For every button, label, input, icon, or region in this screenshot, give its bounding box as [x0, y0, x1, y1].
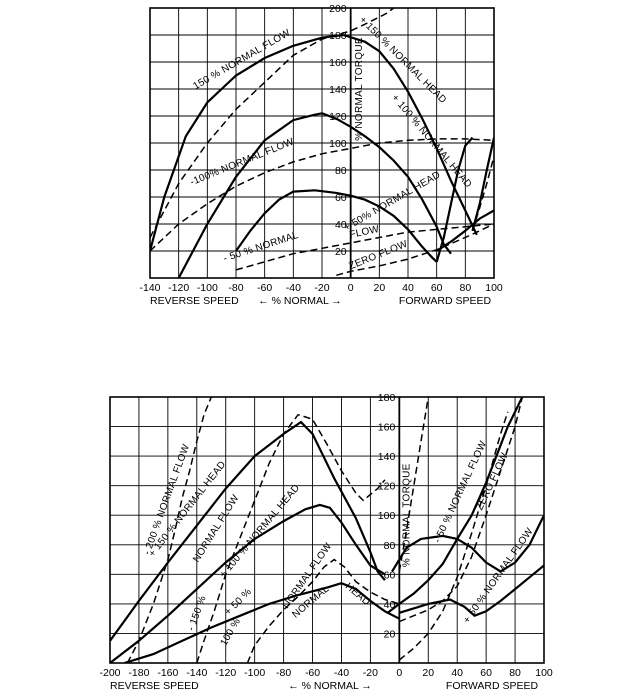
x-label-center: ← % NORMAL →	[258, 295, 342, 307]
series-curve-12	[336, 223, 494, 277]
series-curve-7	[235, 189, 351, 252]
series-curve-2	[150, 8, 395, 238]
x-tick-label: -140	[186, 667, 207, 679]
x-tick-label: -200	[99, 667, 120, 679]
x-tick-label: -80	[276, 667, 291, 679]
y-tick-label: 40	[384, 599, 396, 611]
x-tick-label: 40	[402, 282, 414, 294]
x-tick-label: 20	[373, 282, 385, 294]
series-curve-9	[435, 136, 474, 263]
series-curve-5	[126, 397, 212, 663]
plot-frame	[109, 396, 545, 664]
x-tick-label: 20	[422, 667, 434, 679]
x-tick-label: -100	[197, 282, 218, 294]
y-tick-label: 20	[384, 628, 396, 640]
x-tick-label: 100	[485, 282, 503, 294]
series-curve-7	[246, 558, 400, 663]
series-curve-4	[387, 397, 524, 614]
chart-2: -200 -180 -160 -140 -120 -100 -80 -60 -40 -20 0 20 4…	[99, 392, 552, 692]
x-tick-label: -40	[286, 282, 301, 294]
y-tick-label: 140	[378, 451, 396, 463]
x-tick-label: -60	[305, 667, 320, 679]
curve-annotation: % NORMAL TORQUE	[401, 463, 412, 567]
series-curve-4	[177, 112, 323, 278]
series-curve-6	[150, 138, 494, 252]
x-tick-label: -140	[139, 282, 160, 294]
curve-annotation: -100% NORMAL FLOW	[189, 136, 296, 188]
series-curve-2	[110, 503, 386, 663]
x-label-forward: FORWARD SPEED	[399, 295, 492, 307]
series-curve-14	[436, 209, 494, 252]
x-tick-label: 40	[451, 667, 463, 679]
chart-1: -140 -120 -100 -80 -60 -40 -20 0 20 40 60 80 100 20 40…	[139, 3, 502, 307]
curve-annotation: + 150 % NORMAL HEAD	[357, 14, 449, 106]
x-tick-label: 60	[480, 667, 492, 679]
series-curve-1	[150, 33, 344, 252]
series-curve-9	[398, 411, 509, 661]
y-tick-label: 160	[329, 57, 347, 69]
x-tick-label: -20	[363, 667, 378, 679]
grid	[149, 7, 495, 279]
curve-annotation: 100 %	[219, 617, 243, 648]
curve-annotation: ZERO FLOW	[348, 239, 410, 273]
y-tick-label: 180	[378, 392, 396, 404]
series-curve-3	[343, 33, 478, 236]
curve-annotation: % NORMAL TORQUE	[354, 37, 365, 141]
y-tick-label: 80	[335, 165, 347, 177]
series-curve-12	[398, 564, 544, 617]
x-tick-label: -160	[157, 667, 178, 679]
series-curve-11	[391, 514, 544, 573]
y-tick-label: 20	[335, 246, 347, 258]
series-curve-5	[321, 112, 452, 255]
series-curve-8	[350, 194, 438, 263]
y-tick-label: 200	[329, 3, 347, 15]
x-tick-label: 80	[459, 282, 471, 294]
x-tick-label: -180	[128, 667, 149, 679]
x-label-forward: FORWARD SPEED	[446, 680, 539, 692]
x-tick-label: 60	[431, 282, 443, 294]
y-tick-label: 100	[378, 510, 396, 522]
series-curve-11	[235, 223, 494, 271]
x-tick-label: -60	[257, 282, 272, 294]
plot-frame	[149, 7, 495, 279]
x-label-reverse: REVERSE SPEED	[110, 680, 199, 692]
y-tick-label: 140	[329, 84, 347, 96]
y-tick-label: 80	[384, 540, 396, 552]
series-curve-8	[398, 397, 430, 572]
x-tick-label: -40	[334, 667, 349, 679]
curve-annotation: - 150 %	[186, 594, 209, 632]
curve-annotation: 150 % NORMAL FLOW	[191, 27, 292, 92]
curve-annotation: + 50 % NORMAL FLOW	[461, 526, 535, 626]
y-tick-label: 160	[378, 422, 396, 434]
y-tick-label: 60	[335, 192, 347, 204]
x-label-reverse: REVERSE SPEED	[150, 295, 239, 307]
x-tick-label: -80	[228, 282, 243, 294]
x-label-center: ← % NORMAL →	[288, 680, 372, 692]
y-tick-label: 60	[384, 569, 396, 581]
y-tick-label: 100	[329, 138, 347, 150]
series-curve-6	[196, 413, 386, 663]
x-tick-label: 0	[396, 667, 402, 679]
x-tick-label: 0	[348, 282, 354, 294]
x-tick-label: -20	[314, 282, 329, 294]
series-curve-3	[124, 582, 400, 663]
x-tick-label: -100	[244, 667, 265, 679]
series-curve-1	[110, 420, 386, 642]
series-curve-13	[471, 156, 494, 232]
series-group	[150, 8, 494, 278]
x-tick-label: 80	[509, 667, 521, 679]
y-tick-label: 120	[378, 481, 396, 493]
curve-annotation: - 50 % NORMAL	[222, 230, 300, 265]
series-curve-10	[399, 397, 524, 623]
x-tick-label: -120	[168, 282, 189, 294]
y-tick-label: 40	[335, 219, 347, 231]
series-group	[110, 397, 544, 663]
x-tick-label: 100	[535, 667, 553, 679]
y-tick-label: 120	[329, 111, 347, 123]
x-tick-label: -120	[215, 667, 236, 679]
